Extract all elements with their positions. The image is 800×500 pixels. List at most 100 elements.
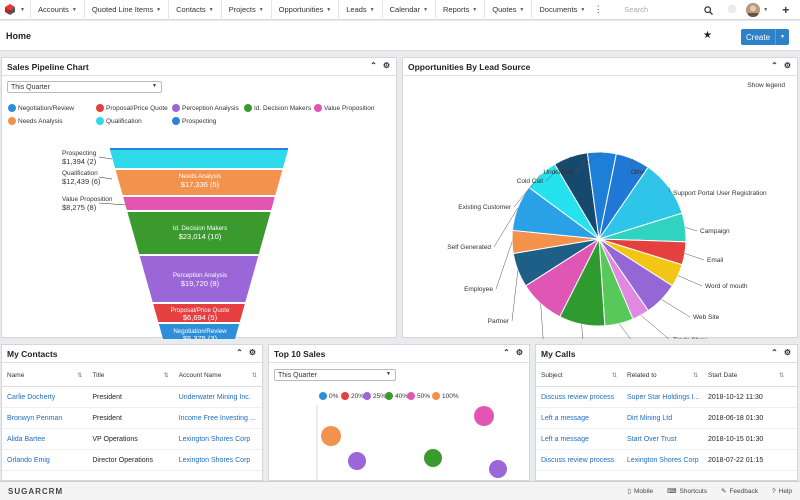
chevron-down-icon[interactable]: ▼ (370, 7, 375, 13)
gear-icon[interactable]: ⚙ (516, 348, 523, 357)
gear-icon[interactable]: ⚙ (784, 61, 791, 70)
legend-item[interactable]: 20% (341, 392, 364, 400)
chevron-down-icon[interactable]: ▼ (763, 7, 768, 13)
sales-bubble[interactable] (474, 406, 494, 426)
shortcuts-link[interactable]: ⌨ Shortcuts (667, 487, 707, 495)
chevron-down-icon[interactable]: ▼ (72, 7, 77, 13)
gear-icon[interactable]: ⚙ (383, 61, 390, 70)
sugarcrm-logo[interactable]: SUGARCRM (8, 487, 63, 496)
chevron-down-icon[interactable]: ▼ (775, 29, 789, 45)
table-cell[interactable]: Discuss review process (536, 387, 622, 407)
table-cell[interactable]: Orlando Emig (2, 450, 87, 470)
nav-label: Reports (443, 5, 469, 14)
nav-label: Quotes (492, 5, 516, 14)
table-row: Carlie Docherty President Underwater Minin… (2, 387, 262, 408)
feedback-link[interactable]: ✎ Feedback (721, 487, 758, 495)
funnel-bar-value: $6,694 (5) (183, 313, 218, 322)
nav-contacts[interactable]: Contacts ▼ (168, 0, 221, 20)
column-start-date[interactable]: Start Date (703, 365, 789, 386)
collapse-icon[interactable]: ⌃ (503, 348, 510, 357)
sales-bubble[interactable] (424, 449, 442, 467)
nav-reports[interactable]: Reports ▼ (435, 0, 484, 20)
nav-quotes[interactable]: Quotes ▼ (484, 0, 531, 20)
help-link[interactable]: ? Help (772, 487, 792, 495)
table-cell[interactable]: Super Star Holdings I... (622, 387, 703, 407)
nav-quoted-line-items[interactable]: Quoted Line Items ▼ (84, 0, 168, 20)
favorite-star-icon[interactable]: ★ (703, 30, 712, 41)
column-subject[interactable]: Subject (536, 365, 622, 386)
pie-label: Cold Call (517, 178, 544, 185)
funnel-side-value: $1,394 (2) (62, 157, 97, 166)
table-cell[interactable]: Left a message (536, 429, 622, 449)
search-icon[interactable] (704, 6, 713, 15)
app-logo[interactable]: ▼ (0, 0, 30, 20)
nav-accounts[interactable]: Accounts ▼ (30, 0, 84, 20)
time-period-select[interactable]: This Quarter ▼ (274, 369, 396, 381)
table-cell: President (87, 387, 173, 407)
collapse-icon[interactable]: ⌃ (771, 348, 778, 357)
chevron-down-icon[interactable]: ▼ (259, 7, 264, 13)
column-title[interactable]: Title (87, 365, 173, 386)
collapse-icon[interactable]: ⌃ (236, 348, 243, 357)
table-cell[interactable]: Dirt Mining Ltd (622, 408, 703, 428)
chevron-down-icon[interactable]: ▼ (472, 7, 477, 13)
table-cell[interactable]: Discuss review process (536, 450, 622, 470)
chevron-down-icon[interactable]: ▼ (156, 7, 161, 13)
notifications-icon[interactable] (727, 4, 737, 16)
funnel-segment[interactable] (123, 197, 275, 210)
nav-calendar[interactable]: Calendar ▼ (382, 0, 435, 20)
chevron-down-icon[interactable]: ▼ (519, 7, 524, 13)
legend-item[interactable]: 100% (432, 392, 459, 400)
gear-icon[interactable]: ⚙ (249, 348, 256, 357)
nav-projects[interactable]: Projects ▼ (221, 0, 271, 20)
legend-item[interactable]: 0% (319, 392, 338, 400)
legend-item[interactable]: 25% (363, 392, 386, 400)
table-cell[interactable]: Lexington Shores Corp (174, 429, 262, 449)
sales-bubble[interactable] (489, 460, 507, 478)
quick-create-icon[interactable]: + (782, 3, 789, 17)
funnel-bar-label: Perception Analysis (173, 272, 227, 279)
mobile-label: Mobile (634, 488, 653, 495)
user-avatar[interactable] (746, 3, 760, 17)
chevron-down-icon[interactable]: ▼ (580, 7, 585, 13)
table-cell[interactable]: Income Free Investing ... (174, 408, 262, 428)
table-cell[interactable]: Lexington Shores Corp (174, 450, 262, 470)
create-button[interactable]: Create ▼ (741, 29, 789, 45)
legend-item[interactable]: 50% (407, 392, 430, 400)
chevron-down-icon: ▼ (386, 371, 391, 377)
nav-label: Quoted Line Items (92, 5, 153, 14)
nav-leads[interactable]: Leads ▼ (338, 0, 381, 20)
sales-bubble[interactable] (321, 426, 341, 446)
table-cell[interactable]: Underwater Mining Inc. (174, 387, 262, 407)
table-cell[interactable]: Bronwyn Penman (2, 408, 87, 428)
funnel-segment[interactable] (110, 150, 288, 168)
chevron-down-icon[interactable]: ▼ (326, 7, 331, 13)
global-search-input[interactable]: Search (618, 2, 713, 18)
collapse-icon[interactable]: ⌃ (370, 61, 377, 70)
more-menu-icon[interactable]: ⋮ (592, 4, 604, 15)
column-name[interactable]: Name (2, 365, 87, 386)
table-cell: VP Operations (87, 429, 173, 449)
gear-icon[interactable]: ⚙ (784, 348, 791, 357)
funnel-bar-value: $19,720 (8) (181, 279, 220, 288)
pie-label: Support Portal User Registration (673, 190, 767, 197)
table-cell[interactable]: Left a message (536, 408, 622, 428)
chevron-down-icon[interactable]: ▼ (423, 7, 428, 13)
nav-documents[interactable]: Documents ▼ (531, 0, 592, 20)
nav-opportunities[interactable]: Opportunities ▼ (271, 0, 339, 20)
help-icon: ? (772, 488, 776, 495)
mobile-link[interactable]: ▯ Mobile (627, 487, 653, 495)
chevron-down-icon[interactable]: ▼ (209, 7, 214, 13)
pie-label: Employee (464, 286, 493, 293)
table-cell[interactable]: Carlie Docherty (2, 387, 87, 407)
column-account-name[interactable]: Account Name (174, 365, 262, 386)
legend-item[interactable]: 40% (385, 392, 408, 400)
collapse-icon[interactable]: ⌃ (771, 61, 778, 70)
help-label: Help (779, 488, 792, 495)
column-related-to[interactable]: Related to (622, 365, 703, 386)
table-cell[interactable]: Lexington Shores Corp (622, 450, 703, 470)
funnel-segment-prospecting[interactable] (110, 148, 288, 150)
table-cell[interactable]: Start Over Trust (622, 429, 703, 449)
sales-bubble[interactable] (348, 452, 366, 470)
table-cell[interactable]: Alida Bartee (2, 429, 87, 449)
